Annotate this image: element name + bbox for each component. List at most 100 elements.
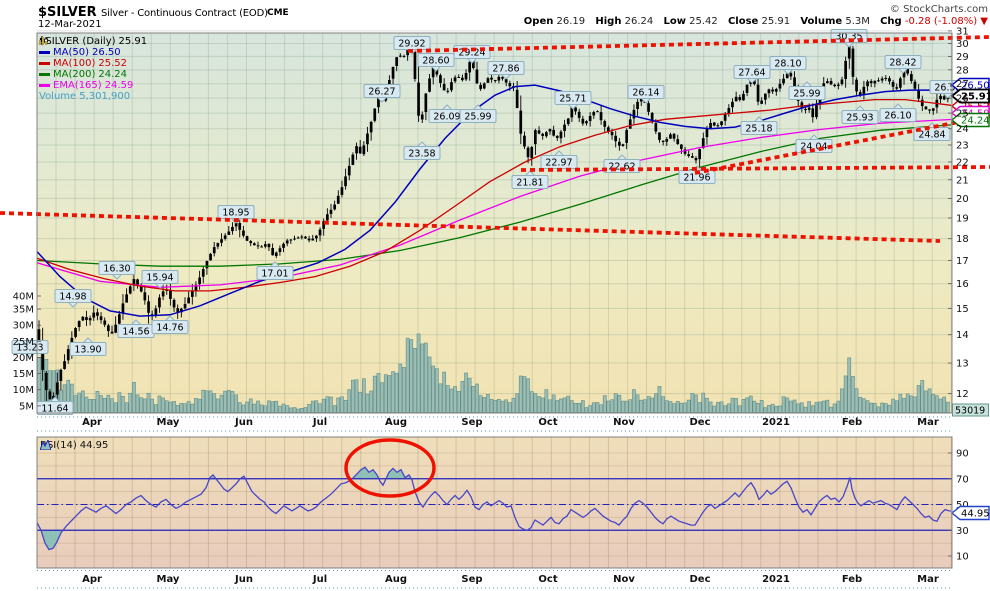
svg-text:30.35: 30.35	[835, 32, 862, 43]
highlight-ellipse	[344, 438, 436, 498]
svg-text:2021: 2021	[762, 574, 790, 585]
svg-text:29: 29	[956, 52, 969, 63]
legend-ma50-label: MA(50)	[53, 47, 89, 58]
copyright: © StockCharts.com	[889, 4, 988, 15]
svg-text:Sep: Sep	[461, 574, 482, 585]
annotation-28.10: 28.10	[769, 56, 807, 75]
annotation-23.58: 23.58	[403, 141, 441, 160]
svg-text:Oct: Oct	[538, 574, 557, 585]
svg-text:5M: 5M	[19, 401, 34, 412]
svg-text:16.30: 16.30	[103, 264, 130, 275]
svg-text:10: 10	[956, 552, 969, 563]
legend-volume-value: 5,301,900	[79, 91, 131, 102]
svg-text:13.90: 13.90	[74, 345, 101, 356]
svg-text:29.92: 29.92	[398, 39, 425, 50]
svg-text:30: 30	[956, 526, 969, 537]
svg-text:28.60: 28.60	[422, 56, 449, 67]
legend-volume-label: Volume	[39, 91, 77, 102]
trendlines	[0, 35, 990, 243]
volume-value: 5.3M	[845, 16, 870, 27]
annotation-26.27: 26.27	[363, 84, 401, 103]
svg-text:20: 20	[956, 194, 969, 205]
svg-text:27: 27	[956, 79, 969, 90]
svg-text:Feb: Feb	[842, 417, 862, 428]
svg-text:Sep: Sep	[461, 417, 482, 428]
svg-text:May: May	[157, 574, 180, 585]
legend-ema165-label: EMA(165)	[53, 80, 102, 91]
svg-text:70: 70	[956, 474, 969, 485]
annotation-27.86: 27.86	[487, 61, 525, 80]
month-labels: Apr Apr May May Jun Jun Jul Jul Aug Aug Sep Sep Oct O…	[37, 416, 952, 589]
annotation-16.30: 16.30	[98, 261, 136, 280]
svg-text:26.09: 26.09	[433, 112, 460, 123]
volume-axis-tag: 53019	[952, 403, 989, 417]
legend-ma50-value: 26.50	[92, 47, 121, 58]
svg-text:18.95: 18.95	[222, 208, 249, 219]
ema165-line	[36, 118, 952, 288]
annotation-25.93: 25.93	[841, 105, 879, 124]
svg-text:24: 24	[956, 124, 969, 135]
svg-text:14.98: 14.98	[59, 292, 86, 303]
svg-text:25M: 25M	[13, 337, 34, 348]
svg-text:11.64: 11.64	[41, 404, 68, 415]
legend-ma200-label: MA(200)	[53, 69, 96, 80]
price-tag-25.91: 25.91	[950, 88, 990, 104]
svg-text:14.56: 14.56	[122, 327, 149, 338]
svg-text:25.91: 25.91	[961, 92, 990, 103]
annotation-17.01: 17.01	[256, 261, 294, 280]
svg-text:53019: 53019	[955, 406, 985, 417]
svg-text:Mar: Mar	[917, 417, 939, 428]
rsi-legend-row: RSI(14) 44.95	[40, 440, 108, 451]
rsi-legend-label: RSI(14)	[40, 440, 77, 451]
chg-value: -0.28 (-1.08%)	[904, 16, 978, 27]
price-tag-24.24: 24.24	[950, 112, 990, 128]
high-value: 26.24	[624, 16, 654, 27]
svg-text:14.76: 14.76	[156, 323, 183, 334]
chart-date: 12-Mar-2021	[38, 19, 102, 30]
legend-ma100-label: MA(100)	[53, 58, 96, 69]
legend-ema165-row: EMA(165) 24.59	[39, 80, 147, 91]
svg-text:15.94: 15.94	[146, 273, 173, 284]
svg-text:12: 12	[956, 389, 969, 400]
svg-text:15: 15	[956, 304, 969, 315]
close-value: 25.91	[761, 16, 791, 27]
svg-text:13.23: 13.23	[16, 343, 43, 354]
svg-text:Apr: Apr	[82, 417, 102, 428]
svg-text:Mar: Mar	[917, 574, 939, 585]
annotation-24.84: 24.84	[913, 122, 951, 141]
legend-volume-row: Volume 5,301,900	[39, 37, 147, 102]
svg-text:Dec: Dec	[689, 417, 710, 428]
svg-text:35M: 35M	[13, 305, 34, 316]
svg-text:30: 30	[956, 39, 969, 50]
annotation-13.23: 13.23	[11, 340, 49, 359]
svg-text:Oct: Oct	[538, 417, 557, 428]
annotation-25.99: 25.99	[459, 104, 497, 123]
legend-ma100-row: MA(100) 25.52	[39, 58, 147, 69]
legend-ma200-row: MA(200) 24.24	[39, 69, 147, 80]
open-value: 26.19	[556, 16, 586, 27]
svg-text:22.62: 22.62	[608, 162, 635, 173]
annotation-28.60: 28.60	[417, 53, 455, 72]
legend-ema165-value: 24.59	[104, 80, 134, 91]
svg-text:Nov: Nov	[613, 417, 635, 428]
svg-text:Aug: Aug	[385, 417, 407, 428]
svg-text:31: 31	[956, 26, 969, 37]
svg-text:Nov: Nov	[613, 574, 635, 585]
ma200-swatch	[39, 73, 50, 76]
annotation-26.10: 26.10	[879, 103, 917, 122]
close-label: Close	[727, 16, 759, 27]
svg-text:16: 16	[956, 279, 969, 290]
svg-text:2021: 2021	[762, 417, 790, 428]
svg-text:28: 28	[956, 65, 969, 76]
svg-text:19: 19	[956, 214, 969, 225]
annotation-25.99: 25.99	[788, 81, 826, 100]
svg-text:23.58: 23.58	[408, 149, 435, 160]
svg-text:21.96: 21.96	[683, 173, 710, 184]
svg-text:15M: 15M	[13, 369, 34, 380]
svg-text:50: 50	[956, 500, 969, 511]
svg-text:25.99: 25.99	[464, 112, 491, 123]
svg-text:Apr: Apr	[82, 574, 102, 585]
svg-text:20M: 20M	[13, 353, 34, 364]
legend-main-value: 25.91	[118, 36, 148, 47]
